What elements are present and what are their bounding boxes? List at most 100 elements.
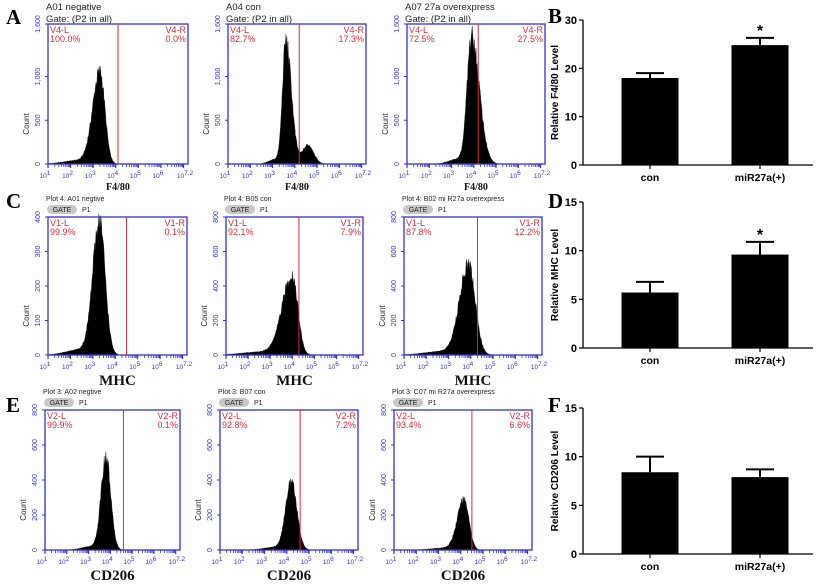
x-tick-exponent: 7.2 <box>359 361 368 368</box>
x-axis-label: CD206 <box>267 568 312 584</box>
x-tick-label: 107.2 <box>531 361 548 371</box>
gate-pill <box>403 205 433 214</box>
plot-frame <box>406 23 546 165</box>
y-tick-label: 500 <box>35 114 42 126</box>
bar-chart-d: 0 5 10 15 Relative MHC Level con miR27a(+) * <box>550 197 813 367</box>
x-tick-label: 105 <box>130 170 141 180</box>
plot-title: Plot 4: B02 mi R27a overexpress <box>402 196 505 203</box>
x-tick-exponent: 6 <box>514 361 518 368</box>
gate-name: P1 <box>428 400 437 407</box>
gate-tag: GATE <box>50 400 69 407</box>
x-tick-label: 104 <box>107 170 118 180</box>
x-axis-label: MHC <box>455 373 492 389</box>
bar-con <box>621 292 679 348</box>
x-tick-label: 105 <box>475 556 486 566</box>
x-tick-label: 107.2 <box>176 361 193 371</box>
x-tick-exponent: 7.2 <box>528 556 537 563</box>
x-tick-label: 103 <box>262 361 273 371</box>
x-tick-label: 107.2 <box>177 170 194 180</box>
y-tick-label: 200 <box>381 509 388 521</box>
gate-right-label: V2-R <box>157 411 178 421</box>
x-tick-label: miR27a(+) <box>735 561 785 573</box>
plot-title: A01 negative <box>46 2 101 13</box>
plot-title: Plot 3: B07 con <box>218 389 266 396</box>
x-tick-exponent: 5 <box>136 361 140 368</box>
x-tick-label: 102 <box>418 361 429 371</box>
y-tick-label: 0 <box>571 160 577 172</box>
y-tick-label: 0 <box>381 548 388 552</box>
bar-chart-b: 0 10 20 30 Relative F4/80 Level con miR27a(+) * <box>550 15 813 184</box>
x-axis-label: CD206 <box>441 568 486 584</box>
histogram-bins <box>228 34 366 165</box>
x-tick-label: 102 <box>408 556 419 566</box>
gate-left-percent: 93.4% <box>396 420 422 430</box>
x-tick-label: 103 <box>443 170 454 180</box>
flow-histogram-e: Plot 3: B07 con GATE P1 V2-L92.8% V2-R7.2% 0 2… <box>194 389 364 584</box>
y-tick-label: 0 <box>213 353 220 357</box>
x-tick-exponent: 3 <box>447 361 451 368</box>
x-tick-label: 105 <box>124 556 135 566</box>
x-tick-label: 101 <box>212 556 223 566</box>
x-tick-label: 103 <box>256 556 267 566</box>
x-tick-exponent: 1 <box>47 170 51 177</box>
y-tick-label: 200 <box>391 315 398 327</box>
gate-tag: GATE <box>231 207 250 214</box>
y-tick-label: 30 <box>565 15 577 27</box>
gate-left-percent: 99.9% <box>50 227 76 237</box>
y-tick-label: 20 <box>565 63 577 75</box>
x-tick-label: 106 <box>510 170 521 180</box>
plot-frame <box>47 216 188 356</box>
x-tick-label: 104 <box>462 361 473 371</box>
x-tick-exponent: 7.2 <box>541 170 550 177</box>
x-tick-label: 103 <box>80 556 91 566</box>
y-axis-label: Relative MHC Level <box>550 229 561 321</box>
y-tick-label: 0 <box>35 162 42 166</box>
bar-mir27a <box>731 477 789 554</box>
y-tick-label: 400 <box>381 474 388 486</box>
x-tick-exponent: 2 <box>241 556 245 563</box>
gate-name: P1 <box>82 207 91 214</box>
gate-right-percent: 7.9% <box>340 227 361 237</box>
y-tick-label: 200 <box>35 280 42 292</box>
y-tick-label: 0 <box>571 549 577 561</box>
gate-name: P1 <box>254 400 263 407</box>
panel-letter-b: B <box>548 4 562 28</box>
x-tick-exponent: 3 <box>437 556 441 563</box>
x-tick-label: 104 <box>465 170 476 180</box>
y-tick-label: 600 <box>213 246 220 258</box>
y-tick-label: 1,600 <box>394 15 401 33</box>
histogram-bins <box>45 451 180 551</box>
x-tick-exponent: 3 <box>87 556 91 563</box>
x-tick-label: 106 <box>152 361 163 371</box>
x-tick-label: 104 <box>452 556 463 566</box>
x-tick-exponent: 1 <box>403 361 407 368</box>
plot-frame <box>227 23 367 165</box>
y-tick-label: 0 <box>32 548 39 552</box>
gate-left-label: V2-L <box>396 411 415 421</box>
gate-name: P1 <box>260 207 269 214</box>
x-tick-exponent: 6 <box>335 361 339 368</box>
x-tick-exponent: 5 <box>308 556 312 563</box>
x-tick-label: 102 <box>62 170 73 180</box>
y-axis-label: Count <box>19 499 28 521</box>
y-axis-label: Relative F4/80 Level <box>550 45 561 140</box>
x-tick-exponent: 4 <box>460 556 464 563</box>
x-tick-exponent: 2 <box>69 170 73 177</box>
plot-title: Plot 3: A02 negtive <box>43 389 101 396</box>
y-tick-label: 400 <box>207 474 214 486</box>
histogram-bins <box>394 496 532 551</box>
x-tick-exponent: 4 <box>115 170 119 177</box>
gate-pill <box>225 205 255 214</box>
plot-title: A07 27a overexpress <box>405 2 495 13</box>
bar-con <box>621 78 679 165</box>
x-tick-exponent: 5 <box>137 170 141 177</box>
x-tick-exponent: 5 <box>131 556 135 563</box>
x-tick-label: 104 <box>107 361 118 371</box>
y-axis-label: Count <box>22 113 31 135</box>
gate-left-percent: 92.8% <box>222 420 248 430</box>
y-tick-label: 800 <box>391 211 398 223</box>
x-tick-label: 106 <box>323 556 334 566</box>
y-tick-label: 0 <box>207 548 214 552</box>
x-tick-label: 102 <box>421 170 432 180</box>
